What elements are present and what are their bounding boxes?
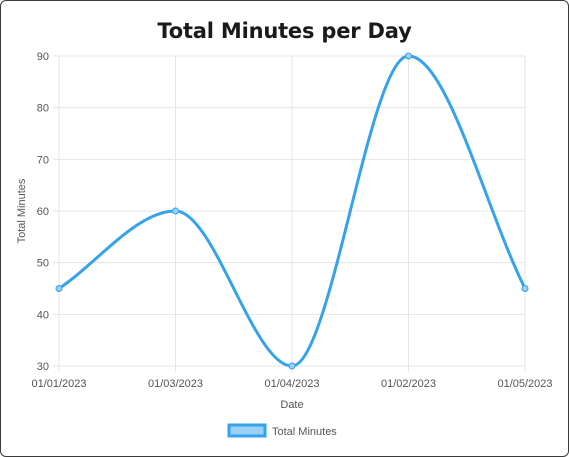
x-tick-label: 01/05/2023 xyxy=(497,378,552,390)
y-tick-label: 50 xyxy=(37,258,49,270)
legend-label: Total Minutes xyxy=(272,426,337,438)
x-tick-label: 01/02/2023 xyxy=(381,378,436,390)
y-tick-label: 80 xyxy=(37,103,49,115)
x-tick-label: 01/03/2023 xyxy=(148,378,203,390)
y-tick-label: 90 xyxy=(37,51,49,63)
series-line xyxy=(58,54,527,368)
data-point xyxy=(405,52,412,60)
x-axis-title: Date xyxy=(280,399,303,411)
x-tick-label: 01/01/2023 xyxy=(31,378,86,390)
chart-title: Total Minutes per Day xyxy=(157,19,412,43)
legend-swatch xyxy=(227,423,267,438)
y-tick-label: 70 xyxy=(37,154,49,166)
data-point xyxy=(172,207,179,215)
y-axis-title: Total Minutes xyxy=(16,178,28,243)
data-point xyxy=(288,362,296,370)
data-point xyxy=(521,285,529,292)
x-tick-label: 01/04/2023 xyxy=(264,378,319,390)
y-tick-label: 40 xyxy=(37,309,49,321)
y-tick-label: 30 xyxy=(37,361,49,373)
data-point xyxy=(55,285,63,292)
y-tick-label: 60 xyxy=(37,206,49,218)
